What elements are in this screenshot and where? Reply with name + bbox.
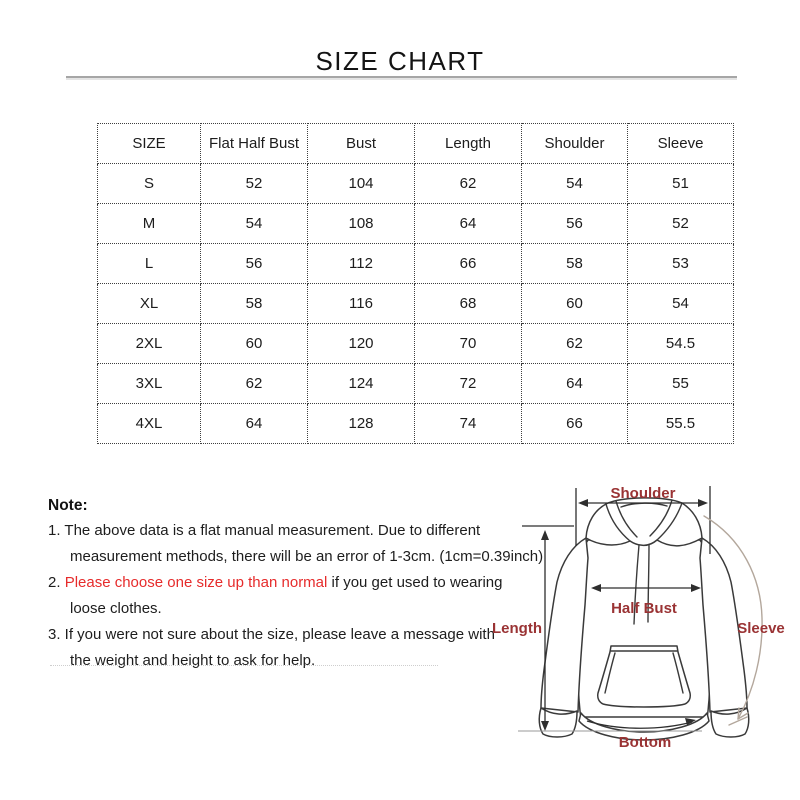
note-1-line-2: measurement methods, there will be an er… xyxy=(70,548,544,565)
value-cell: 124 xyxy=(307,363,415,404)
header-cell-shoulder: Shoulder xyxy=(521,123,628,164)
size-chart-table: SIZE Flat Half Bust Bust Length Shoulder… xyxy=(97,123,734,444)
table-row: M 54 108 64 56 52 xyxy=(97,203,734,244)
hoodie-hood xyxy=(585,497,703,547)
table-row: L 56 112 66 58 53 xyxy=(97,243,734,284)
value-cell: 66 xyxy=(414,243,522,284)
table-row: 3XL 62 124 72 64 55 xyxy=(97,363,734,404)
value-cell: 56 xyxy=(200,243,308,284)
header-cell-bust: Bust xyxy=(307,123,415,164)
title-rule xyxy=(66,76,737,78)
value-cell: 58 xyxy=(200,283,308,324)
value-cell: 62 xyxy=(521,323,628,364)
value-cell: 60 xyxy=(521,283,628,324)
half-bust-arrowhead-left xyxy=(591,584,601,592)
note-2-highlight: Please choose one size up than normal xyxy=(64,574,328,591)
notes-section: Note: 1. The above data is a flat manual… xyxy=(48,496,544,674)
half-bust-arrowhead-right xyxy=(691,584,701,592)
shoulder-arrowhead-left xyxy=(578,499,588,507)
header-cell-size: SIZE xyxy=(97,123,201,164)
value-cell: 54 xyxy=(627,283,734,324)
value-cell: 64 xyxy=(200,403,308,444)
value-cell: 53 xyxy=(627,243,734,284)
hoodie-right-cuff xyxy=(710,707,750,738)
note-3-line-1: 3. If you were not sure about the size, … xyxy=(48,626,495,643)
value-cell: 62 xyxy=(200,363,308,404)
value-cell: 104 xyxy=(307,163,415,204)
hoodie-left-cuff xyxy=(538,707,578,738)
value-cell: 108 xyxy=(307,203,415,244)
note-1-line-1: 1. The above data is a flat manual measu… xyxy=(48,522,481,539)
shoulder-label: Shoulder xyxy=(610,485,675,502)
value-cell: 70 xyxy=(414,323,522,364)
value-cell: 64 xyxy=(521,363,628,404)
table-row: 2XL 60 120 70 62 54.5 xyxy=(97,323,734,364)
value-cell: 55.5 xyxy=(627,403,734,444)
size-cell: M xyxy=(97,203,201,244)
table-row: 4XL 64 128 74 66 55.5 xyxy=(97,403,734,444)
size-table-body: S 52 104 62 54 51 M 54 108 64 56 52 L 56 112 66 58 53 XL 58… xyxy=(97,163,734,444)
value-cell: 74 xyxy=(414,403,522,444)
bottom-arrowhead xyxy=(685,718,696,725)
note-2-line-1: 2. Please choose one size up than normal… xyxy=(48,570,510,596)
value-cell: 51 xyxy=(627,163,734,204)
size-cell: 3XL xyxy=(97,363,201,404)
length-label: Length xyxy=(492,620,542,637)
faded-divider xyxy=(50,665,438,666)
value-cell: 54 xyxy=(200,203,308,244)
table-header-row: SIZE Flat Half Bust Bust Length Shoulder… xyxy=(97,123,734,164)
header-cell-flat-bust: Flat Half Bust xyxy=(200,123,308,164)
note-heading: Note: xyxy=(48,497,88,514)
value-cell: 116 xyxy=(307,283,415,324)
hoodie-left-sleeve xyxy=(540,537,589,713)
hoodie-pocket xyxy=(597,645,691,708)
header-cell-sleeve: Sleeve xyxy=(627,123,734,164)
hood-drawstrings xyxy=(633,544,650,625)
table-row: XL 58 116 68 60 54 xyxy=(97,283,734,324)
note-3-line-2: the weight and height to ask for help. xyxy=(70,652,316,669)
value-cell: 64 xyxy=(414,203,522,244)
value-cell: 54.5 xyxy=(627,323,734,364)
value-cell: 52 xyxy=(627,203,734,244)
value-cell: 112 xyxy=(307,243,415,284)
value-cell: 56 xyxy=(521,203,628,244)
shoulder-arrowhead-right xyxy=(698,499,708,507)
table-row: S 52 104 62 54 51 xyxy=(97,163,734,204)
value-cell: 62 xyxy=(414,163,522,204)
value-cell: 128 xyxy=(307,403,415,444)
value-cell: 55 xyxy=(627,363,734,404)
page-title: SIZE CHART xyxy=(315,46,485,76)
sleeve-measure-curve xyxy=(703,515,763,720)
hoodie-right-sleeve xyxy=(699,537,748,713)
bottom-arrow-curve xyxy=(586,720,693,729)
value-cell: 120 xyxy=(307,323,415,364)
sleeve-label: Sleeve xyxy=(737,620,785,637)
size-cell: S xyxy=(97,163,201,204)
note-2-line-2: loose clothes. xyxy=(70,600,162,617)
header-cell-length: Length xyxy=(414,123,522,164)
note-2-rest: if you get used to wearing xyxy=(327,574,503,591)
size-cell: L xyxy=(97,243,201,284)
hoodie-measurement-diagram: Shoulder Half Bust Length Sleeve Bottom xyxy=(492,485,785,751)
value-cell: 54 xyxy=(521,163,628,204)
size-cell: 4XL xyxy=(97,403,201,444)
pocket-seams xyxy=(604,650,684,694)
bottom-label: Bottom xyxy=(619,734,672,751)
length-arrowhead-top xyxy=(541,530,549,540)
value-cell: 60 xyxy=(200,323,308,364)
value-cell: 66 xyxy=(521,403,628,444)
half-bust-label: Half Bust xyxy=(611,600,677,617)
value-cell: 58 xyxy=(521,243,628,284)
size-cell: XL xyxy=(97,283,201,324)
length-arrowhead-bottom xyxy=(541,721,549,731)
value-cell: 52 xyxy=(200,163,308,204)
note-2-number: 2. xyxy=(48,574,65,591)
sleeve-arrowhead xyxy=(728,707,749,726)
value-cell: 68 xyxy=(414,283,522,324)
size-cell: 2XL xyxy=(97,323,201,364)
hood-folds xyxy=(605,499,683,542)
value-cell: 72 xyxy=(414,363,522,404)
